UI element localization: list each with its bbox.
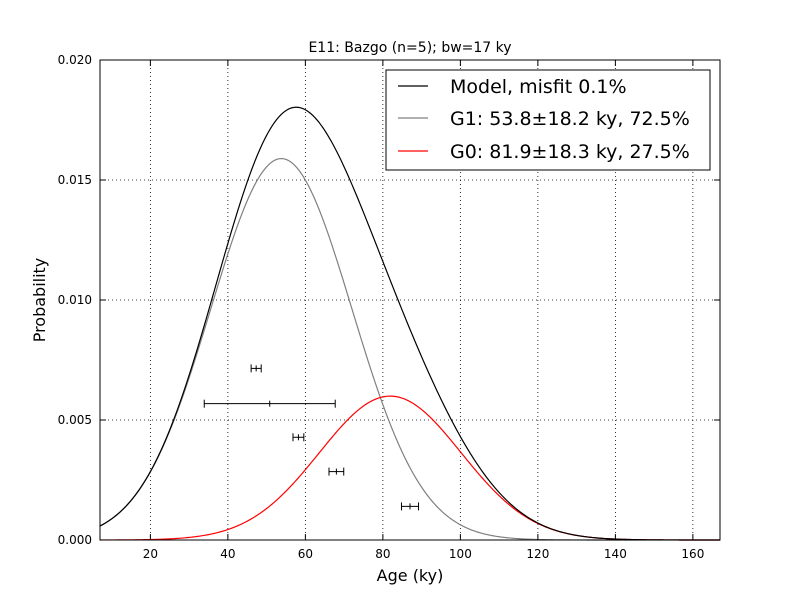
y-tick-label: 0.020 (58, 53, 92, 67)
x-tick-label: 140 (604, 547, 627, 561)
axis-ticks: 20 40 60 80 100 120 140 160 0.000 0.005 0.010 0.015… (58, 53, 720, 561)
sample-error-bars (203, 364, 420, 511)
legend: Model, misfit 0.1% G1: 53.8±18.2 ky, 72.… (385, 69, 711, 171)
x-tick-label: 100 (449, 547, 472, 561)
legend-box (385, 69, 711, 171)
x-tick-label: 160 (681, 547, 704, 561)
x-axis-label: Age (ky) (377, 566, 444, 585)
legend-label-model: Model, misfit 0.1% (450, 76, 627, 98)
legend-label-g0: G0: 81.9±18.3 ky, 27.5% (450, 141, 690, 163)
x-tick-label: 20 (143, 547, 158, 561)
y-tick-label: 0.000 (58, 533, 92, 547)
y-tick-label: 0.010 (58, 293, 92, 307)
x-tick-label: 80 (375, 547, 390, 561)
x-tick-label: 60 (298, 547, 313, 561)
x-tick-label: 40 (220, 547, 235, 561)
chart-title: E11: Bazgo (n=5); bw=17 ky (308, 40, 511, 56)
series-line-model (99, 106, 720, 541)
x-tick-label: 120 (526, 547, 549, 561)
legend-label-g1: G1: 53.8±18.2 ky, 72.5% (450, 108, 690, 130)
y-tick-label: 0.005 (58, 413, 92, 427)
y-tick-label: 0.015 (58, 173, 92, 187)
y-axis-label: Probability (30, 258, 49, 343)
